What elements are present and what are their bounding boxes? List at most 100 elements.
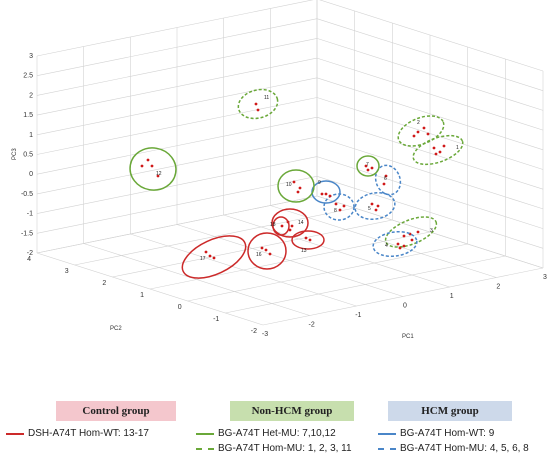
data-point bbox=[256, 108, 260, 112]
data-point bbox=[290, 224, 294, 228]
data-point bbox=[412, 134, 416, 138]
wall-gridline bbox=[36, 195, 318, 254]
cluster-label: 8 bbox=[334, 208, 337, 214]
data-point bbox=[328, 194, 332, 198]
legend-swatch bbox=[196, 447, 214, 450]
z-tick-label: -1 bbox=[27, 211, 33, 218]
wall-gridline bbox=[36, 136, 318, 195]
cluster-12: 12 bbox=[129, 147, 177, 191]
legend-swatch bbox=[378, 432, 396, 435]
x-tick-label: 0 bbox=[403, 303, 407, 310]
data-point bbox=[422, 126, 426, 130]
wall-gridline bbox=[36, 77, 318, 136]
cluster-17: 17 bbox=[181, 235, 247, 279]
wall-gridline bbox=[36, 18, 318, 76]
x-tick-label: 2 bbox=[496, 284, 500, 291]
cluster-5: 5 bbox=[354, 191, 396, 221]
wall-gridline bbox=[316, 136, 544, 210]
data-point bbox=[146, 158, 150, 162]
data-point bbox=[410, 238, 414, 242]
cluster-4: 4 bbox=[372, 230, 418, 258]
cluster-ellipse bbox=[272, 216, 290, 236]
hcm-group-title: HCM group bbox=[388, 401, 512, 421]
z-tick-label: 2.5 bbox=[23, 73, 33, 80]
cluster-14: 14 bbox=[271, 208, 309, 238]
cluster-ellipse bbox=[384, 216, 438, 248]
data-point bbox=[156, 174, 160, 178]
cluster-label: 4 bbox=[385, 243, 388, 249]
wall-gridline bbox=[316, 176, 544, 249]
wall-gridline bbox=[36, 116, 318, 175]
wall-gridline bbox=[36, 38, 318, 96]
y-axis-label: PC2 bbox=[110, 326, 122, 332]
data-point bbox=[288, 228, 292, 232]
cluster-7: 7 bbox=[356, 155, 380, 177]
cluster-ellipse bbox=[323, 193, 355, 221]
cluster-label: 10 bbox=[286, 182, 292, 188]
legend-label: BG-A74T Hom-WT: 9 bbox=[400, 428, 495, 439]
wall-gridline bbox=[316, 38, 544, 111]
cluster-label: 3 bbox=[430, 228, 433, 234]
legend-swatch bbox=[378, 447, 396, 450]
data-point bbox=[402, 234, 406, 238]
y-tick-label: -1 bbox=[213, 316, 219, 323]
nonhcm-group-title: Non-HCM group bbox=[230, 401, 354, 421]
cluster-label: 12 bbox=[156, 171, 162, 177]
floor-gridline bbox=[74, 207, 355, 266]
data-point bbox=[204, 250, 208, 254]
data-point bbox=[374, 208, 378, 212]
wall-gridline bbox=[36, 0, 314, 57]
z-tick-label: 1 bbox=[29, 132, 33, 139]
wall-gridline bbox=[316, 116, 544, 190]
cluster-ellipse bbox=[356, 155, 380, 177]
cluster-ellipse bbox=[271, 208, 309, 238]
floor-gridline bbox=[187, 243, 468, 302]
legend-swatch bbox=[6, 432, 24, 435]
data-point bbox=[296, 190, 300, 194]
cluster-ellipse bbox=[181, 235, 247, 279]
legend-label: DSH-A74T Hom-WT: 13-17 bbox=[28, 428, 149, 439]
z-tick-label: 0 bbox=[29, 171, 33, 178]
wall-gridline bbox=[36, 156, 318, 214]
data-point bbox=[366, 168, 370, 172]
data-point bbox=[208, 254, 212, 258]
wall-gridline bbox=[316, 18, 544, 91]
data-point bbox=[292, 180, 296, 184]
cluster-ellipse bbox=[277, 169, 315, 203]
grid bbox=[36, 0, 544, 326]
cluster-10: 10 bbox=[277, 169, 315, 203]
data-point bbox=[438, 150, 442, 154]
y-tick-label: -2 bbox=[251, 328, 257, 335]
cluster-label: 14 bbox=[298, 220, 304, 226]
data-point bbox=[382, 182, 386, 186]
pca-3d-plot: -3-2-10123-2-101234-2-1.5-1-0.500.511.52… bbox=[12, 0, 547, 340]
data-point bbox=[280, 224, 284, 228]
data-point bbox=[212, 256, 216, 260]
data-point bbox=[434, 152, 438, 156]
z-tick-label: 2 bbox=[29, 92, 33, 99]
data-point bbox=[260, 246, 264, 250]
data-point bbox=[432, 146, 436, 150]
x-axis-label: PC1 bbox=[402, 334, 414, 340]
wall-gridline bbox=[316, 57, 544, 131]
data-point bbox=[338, 208, 342, 212]
z-tick-label: 1.5 bbox=[23, 112, 33, 119]
wall-gridline bbox=[316, 156, 544, 229]
data-point bbox=[334, 202, 338, 206]
data-point bbox=[396, 242, 400, 246]
cluster-ellipse bbox=[247, 232, 287, 270]
data-point bbox=[308, 238, 312, 242]
data-point bbox=[140, 164, 144, 168]
legend-label: BG-A74T Hom-MU: 1, 2, 3, 11 bbox=[218, 443, 352, 454]
wall-gridline bbox=[36, 97, 318, 155]
legend-nonhcm-het-mu: BG-A74T Het-MU: 7,10,12 bbox=[196, 428, 336, 439]
y-tick-label: 2 bbox=[102, 280, 106, 287]
z-tick-label: -0.5 bbox=[21, 191, 33, 198]
cluster-label: 18 bbox=[270, 222, 276, 228]
data-point bbox=[442, 144, 446, 148]
legend-control-hom-wt: DSH-A74T Hom-WT: 13-17 bbox=[6, 428, 149, 439]
legend-nonhcm-hom-mu: BG-A74T Hom-MU: 1, 2, 3, 11 bbox=[196, 443, 352, 454]
data-point bbox=[416, 130, 420, 134]
legend-label: BG-A74T Hom-MU: 4, 5, 6, 8 bbox=[400, 443, 529, 454]
